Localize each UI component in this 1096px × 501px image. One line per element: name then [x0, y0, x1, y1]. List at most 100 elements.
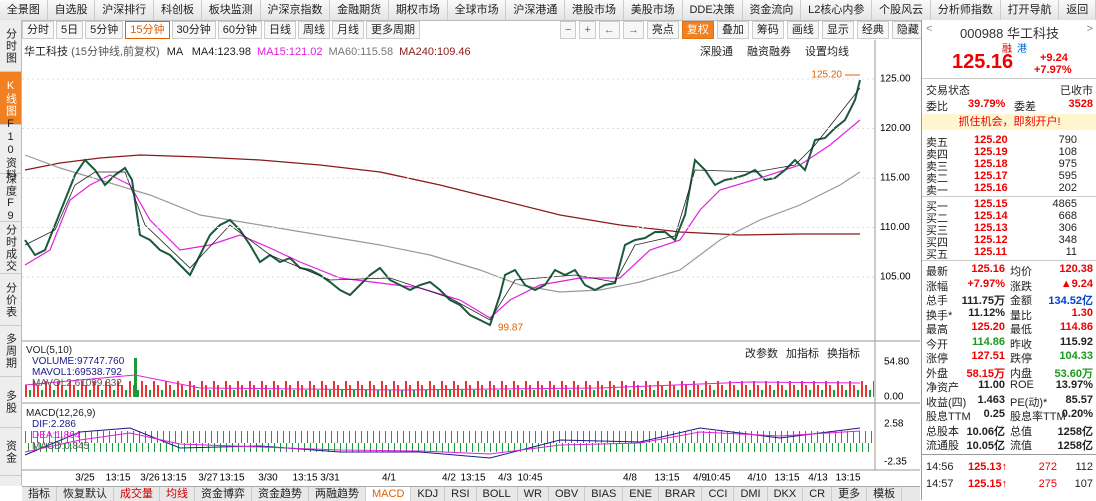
side-tab[interactable]: 多股 — [0, 377, 21, 428]
side-tab[interactable]: 分时成交 — [0, 222, 21, 274]
divider — [922, 454, 1096, 455]
period-tab[interactable]: 30分钟 — [171, 21, 216, 39]
bottom-tab[interactable]: 资金博弈 — [195, 487, 252, 501]
tag: 港 — [1017, 44, 1027, 55]
menu-item[interactable]: 港股市场 — [565, 0, 624, 20]
chart-link[interactable]: 融资融券 — [747, 46, 791, 58]
menu-item[interactable]: 沪深港通 — [506, 0, 566, 20]
bottom-tab[interactable]: 均线 — [160, 487, 195, 501]
bottom-tab[interactable]: 成交量 — [114, 487, 160, 501]
chart-link[interactable]: 设置均线 — [805, 46, 849, 58]
side-tab[interactable]: 深度F9 — [0, 173, 21, 223]
menu-item[interactable]: 个股风云 — [872, 0, 931, 20]
bottom-tab[interactable]: MACD — [366, 487, 412, 501]
menu-item[interactable]: 自选股 — [48, 0, 96, 20]
bottom-tab[interactable]: BOLL — [477, 487, 518, 501]
vol-value: MAVOL1:69538.792 — [32, 367, 122, 378]
bottom-tab[interactable]: 恢复默认 — [57, 487, 114, 501]
x-label: 13:15 — [292, 473, 317, 484]
period-tab[interactable]: 周线 — [298, 21, 330, 39]
side-tab[interactable]: 分时图 — [0, 20, 21, 72]
menu-item[interactable]: 沪深排行 — [95, 0, 155, 20]
icon-button[interactable]: ← — [598, 21, 620, 39]
bottom-tab[interactable]: 两融趋势 — [309, 487, 366, 501]
bottom-tab[interactable]: 资金趋势 — [252, 487, 309, 501]
bottom-tab[interactable]: ENE — [623, 487, 659, 501]
x-label: 4/9 — [693, 473, 707, 484]
icon-button[interactable]: − — [560, 21, 577, 39]
bottom-tab[interactable]: 模板 — [867, 487, 903, 501]
period-tab[interactable]: 月线 — [332, 21, 364, 39]
stat-cell: 涨跌 — [1010, 280, 1032, 293]
icon-button[interactable]: + — [579, 21, 596, 39]
menu-item[interactable]: 分析师指数 — [931, 0, 1001, 20]
vol-value: VOLUME:97747.760 — [32, 356, 125, 367]
bottom-tab[interactable]: BIAS — [585, 487, 624, 501]
tool-button[interactable]: 画线 — [786, 21, 819, 39]
stat-cell: 1.30 — [1071, 306, 1093, 319]
side-tab[interactable]: 多周期 — [0, 326, 21, 377]
period-tab[interactable]: 更多周期 — [366, 21, 420, 39]
menu-item[interactable]: 板块监测 — [202, 0, 261, 20]
stat-cell: 股息率TTM — [1010, 411, 1066, 423]
period-tab[interactable]: 5日 — [56, 21, 84, 39]
next-arrow[interactable]: > — [1086, 23, 1093, 35]
order-cell: 125.18 — [974, 158, 1008, 170]
bottom-tab[interactable]: KDJ — [411, 487, 446, 501]
period-tab[interactable]: 15分钟 — [125, 21, 170, 39]
menu-item[interactable]: 美股市场 — [624, 0, 683, 20]
panel-button[interactable]: 改参数 — [745, 348, 778, 360]
period-tab[interactable]: 60分钟 — [217, 21, 262, 39]
tool-button[interactable]: 隐藏 — [891, 21, 924, 39]
tool-button[interactable]: 复权 — [681, 21, 714, 39]
menu-item[interactable]: 全球市场 — [448, 0, 507, 20]
period-tab[interactable]: 日线 — [264, 21, 296, 39]
bottom-tab[interactable]: DKX — [768, 487, 804, 501]
bottom-tab[interactable]: CR — [803, 487, 833, 501]
ad-banner[interactable]: 抓住机会，即刻开户! — [922, 114, 1096, 130]
menu-item[interactable]: 金融期货 — [330, 0, 390, 20]
stat-cell: 58.15万 — [966, 367, 1005, 380]
panel-button[interactable]: 换指标 — [827, 348, 860, 360]
volume-buttons: 改参数 加指标 换指标 — [745, 345, 860, 361]
menu-item[interactable]: 返回 — [1059, 0, 1096, 20]
period-tab[interactable]: 分时 — [22, 21, 54, 39]
stat-cell: 最低 — [1010, 324, 1032, 336]
menu-item[interactable]: 科创板 — [154, 0, 202, 20]
tool-button[interactable]: 叠加 — [716, 21, 749, 39]
side-tab[interactable]: 分价表 — [0, 274, 21, 326]
icon-button[interactable]: → — [622, 21, 644, 39]
menu-item[interactable]: 打开导航 — [1001, 0, 1060, 20]
order-cell: 790 — [1058, 134, 1077, 146]
panel-button[interactable]: 加指标 — [786, 348, 819, 360]
chart-canvas: 125.00 120.00 115.00 110.00 105.00 125.20 99.8… — [22, 40, 920, 484]
bottom-tab[interactable]: 指标 — [22, 487, 57, 501]
stat-cell: 今开 — [926, 338, 948, 351]
bottom-tab[interactable]: BRAR — [659, 487, 703, 501]
bottom-tab[interactable]: DMI — [734, 487, 768, 501]
tool-button[interactable]: 经典 — [856, 21, 889, 39]
stat-cell: 金额 — [1010, 295, 1032, 307]
menu-item[interactable]: 全景图 — [0, 0, 48, 20]
menu-item[interactable]: L2核心内参 — [801, 0, 873, 20]
tool-button[interactable]: 亮点 — [646, 21, 679, 39]
chart-link[interactable]: 深股通 — [700, 46, 733, 58]
tool-button[interactable]: 显示 — [821, 21, 854, 39]
bottom-tab[interactable]: OBV — [549, 487, 586, 501]
trade-cell: 14:56 — [926, 461, 954, 473]
bottom-tab[interactable]: RSI — [445, 487, 477, 501]
menu-item[interactable]: 资金流向 — [743, 0, 802, 20]
side-tab[interactable]: 资金 — [0, 428, 21, 476]
period-tab[interactable]: 5分钟 — [85, 21, 124, 39]
bottom-tab[interactable]: WR — [518, 487, 549, 501]
side-tab[interactable]: F10资料 — [0, 118, 21, 181]
prev-arrow[interactable]: < — [926, 23, 933, 35]
side-tab[interactable]: K线图 — [0, 72, 21, 125]
menu-item[interactable]: 期权市场 — [389, 0, 448, 20]
tool-button[interactable]: 筹码 — [751, 21, 784, 39]
menu-item[interactable]: 沪深京指数 — [261, 0, 331, 20]
x-label: 13:15 — [105, 473, 130, 484]
menu-item[interactable]: DDE决策 — [683, 0, 743, 20]
bottom-tab[interactable]: CCI — [702, 487, 735, 501]
bottom-tab[interactable]: 更多 — [832, 487, 868, 501]
